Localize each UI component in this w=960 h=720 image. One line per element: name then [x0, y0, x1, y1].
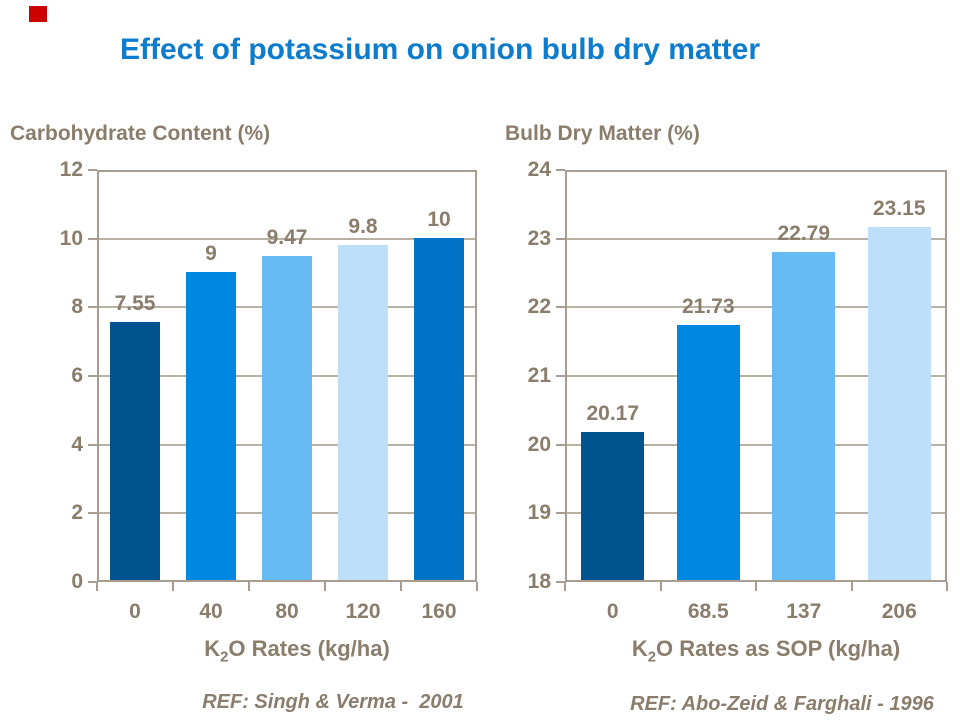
y-axis-label: 20: [527, 433, 551, 456]
y-gridline: [567, 375, 945, 377]
bar-80: [262, 256, 312, 580]
y-gridline: [567, 444, 945, 446]
plot-area: [97, 170, 477, 582]
x-axis-tick: [755, 582, 757, 591]
y-axis-label: 23: [527, 227, 551, 250]
chart-title: Bulb Dry Matter (%): [505, 122, 700, 145]
y-axis-tick: [556, 306, 565, 308]
x-axis-tick: [400, 582, 402, 591]
y-axis-label: 22: [527, 295, 551, 318]
bar-40: [186, 272, 236, 580]
y-axis-label: 2: [71, 501, 83, 524]
x-axis-tick: [851, 582, 853, 591]
y-axis-tick: [88, 238, 97, 240]
y-axis-label: 18: [527, 570, 551, 593]
y-axis-label: 21: [527, 364, 551, 387]
bar-value-label: 21.73: [681, 295, 735, 318]
y-axis-tick: [556, 169, 565, 171]
y-axis-tick: [556, 512, 565, 514]
reference-citation: REF: Abo-Zeid & Farghali - 1996: [630, 693, 934, 715]
reference-citation: REF: Singh & Verma - 2001: [202, 691, 464, 713]
bar-value-label: 10: [427, 208, 451, 231]
x-axis-tick: [660, 582, 662, 591]
x-axis-tick: [564, 582, 566, 591]
y-axis-tick: [88, 581, 97, 583]
x-axis-category-label: 68.5: [687, 600, 729, 623]
y-gridline: [567, 238, 945, 240]
bar-value-label: 9.8: [348, 215, 378, 238]
y-axis-tick: [88, 375, 97, 377]
bar-0: [581, 432, 644, 580]
x-axis-category-label: 120: [345, 600, 381, 623]
y-gridline: [99, 238, 475, 240]
y-axis-label: 4: [71, 433, 83, 456]
x-axis-category-label: 206: [881, 600, 917, 623]
bar-68.5: [677, 325, 740, 580]
bar-137: [772, 252, 835, 580]
bar-value-label: 20.17: [586, 402, 640, 425]
x-axis-tick: [476, 582, 478, 591]
x-axis-tick: [248, 582, 250, 591]
y-axis-tick: [88, 306, 97, 308]
bar-120: [338, 245, 388, 580]
y-axis-label: 10: [59, 227, 83, 250]
y-axis-label: 8: [71, 295, 83, 318]
x-axis-tick: [324, 582, 326, 591]
y-axis-label: 0: [71, 570, 83, 593]
x-axis-category-label: 0: [129, 600, 141, 623]
chart-title: Carbohydrate Content (%): [10, 122, 271, 145]
x-axis-category-label: 0: [606, 600, 619, 623]
slide-title: Effect of potassium on onion bulb dry ma…: [119, 33, 761, 66]
bar-value-label: 23.15: [872, 197, 926, 220]
bar-160: [414, 238, 464, 580]
x-axis-category-label: 40: [199, 600, 223, 623]
bar-value-label: 9: [205, 242, 217, 265]
x-axis-category-label: 137: [786, 600, 822, 623]
bar-value-label: 22.79: [777, 222, 831, 245]
y-axis-tick: [556, 444, 565, 446]
bar-0: [110, 322, 160, 580]
x-axis-tick: [96, 582, 98, 591]
y-gridline: [567, 306, 945, 308]
y-axis-tick: [88, 512, 97, 514]
bar-206: [868, 227, 931, 580]
y-axis-tick: [556, 581, 565, 583]
bar-value-label: 9.47: [266, 226, 308, 249]
y-axis-tick: [556, 238, 565, 240]
x-axis-tick: [172, 582, 174, 591]
red-square-marker: [29, 6, 47, 22]
x-axis-title: K2O Rates as SOP (kg/ha): [631, 636, 901, 666]
x-axis-category-label: 80: [275, 600, 299, 623]
plot-area: [565, 170, 947, 582]
x-axis-tick: [946, 582, 948, 591]
y-axis-tick: [88, 444, 97, 446]
y-axis-label: 12: [59, 158, 83, 181]
y-axis-tick: [88, 169, 97, 171]
y-gridline: [567, 512, 945, 514]
y-axis-label: 24: [527, 158, 551, 181]
x-axis-category-label: 160: [421, 600, 457, 623]
bar-value-label: 7.55: [114, 292, 156, 315]
y-axis-tick: [556, 375, 565, 377]
x-axis-title: K2O Rates (kg/ha): [204, 636, 390, 666]
y-axis-label: 19: [527, 501, 551, 524]
y-axis-label: 6: [71, 364, 83, 387]
